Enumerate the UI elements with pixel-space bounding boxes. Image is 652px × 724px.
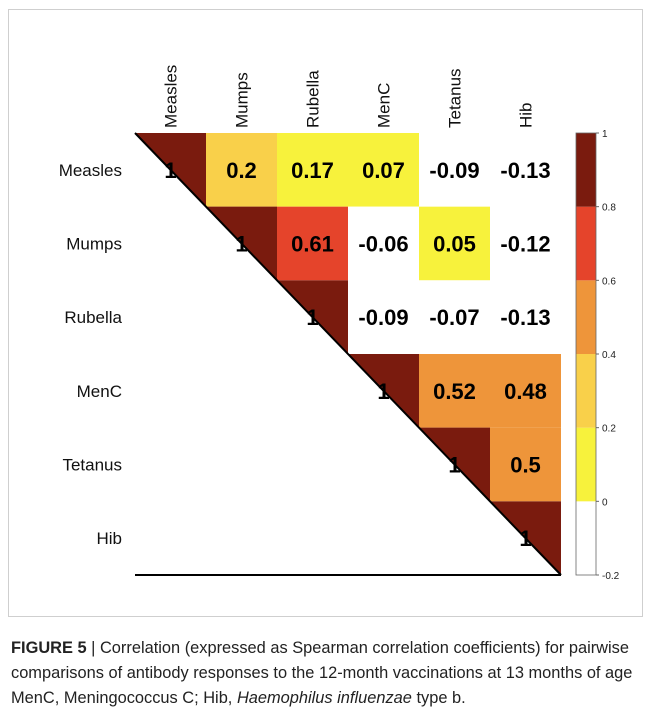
colorbar-tick-label: 0.2 xyxy=(602,424,616,435)
cell-label: 0.2 xyxy=(226,158,257,183)
cell-label: -0.07 xyxy=(429,305,479,330)
row-label: Tetanus xyxy=(62,456,122,475)
cell xyxy=(277,133,348,207)
cell-label: 0.52 xyxy=(433,379,476,404)
cell xyxy=(206,133,277,207)
row-label: Mumps xyxy=(66,235,122,254)
cell-label: -0.09 xyxy=(429,158,479,183)
colorbar-segment xyxy=(576,133,596,207)
cell-label: 0.5 xyxy=(510,453,541,478)
caption-text: | Correlation (expressed as Spearman cor… xyxy=(11,639,633,707)
column-label: Rubella xyxy=(304,70,323,128)
cell-label: -0.13 xyxy=(500,158,550,183)
cell xyxy=(419,280,490,354)
cell-label: 0.07 xyxy=(362,158,405,183)
cell-label: 0.48 xyxy=(504,379,547,404)
diagonal-line xyxy=(134,132,562,576)
colorbar-tick-label: 1 xyxy=(602,129,608,140)
colorbar-segment xyxy=(576,206,596,281)
row-label: Hib xyxy=(96,529,122,548)
colorbar-segment xyxy=(576,427,596,502)
colorbar-tick-label: 0.4 xyxy=(602,350,616,361)
cell-label: -0.12 xyxy=(500,232,550,257)
cell xyxy=(419,133,490,207)
cell-label: -0.09 xyxy=(358,305,408,330)
cell-label: 0.17 xyxy=(291,158,334,183)
colorbar-tick-label: 0.8 xyxy=(602,203,616,214)
colorbar-tick-label: 0.6 xyxy=(602,276,616,287)
cell xyxy=(419,354,490,428)
cell xyxy=(490,133,561,207)
caption-tail: type b. xyxy=(416,689,466,707)
column-label: Tetanus xyxy=(446,68,465,128)
colorbar-segment xyxy=(576,501,596,575)
cell-label: -0.06 xyxy=(358,232,408,257)
column-label: Measles xyxy=(162,65,181,128)
chart: Measles Mumps Rubella MenC Tetanus Hib Measles… xyxy=(59,65,620,582)
row-label: Measles xyxy=(59,161,122,180)
cell-label: -0.13 xyxy=(500,305,550,330)
cell xyxy=(348,206,419,281)
cell-label: 0.61 xyxy=(291,232,334,257)
column-label: Mumps xyxy=(233,72,252,128)
caption-italic: Haemophilus influenzae xyxy=(236,689,412,707)
cell xyxy=(348,133,419,207)
caption-label: FIGURE 5 xyxy=(11,639,87,657)
column-label: MenC xyxy=(375,83,394,128)
caption: FIGURE 5 | Correlation (expressed as Spe… xyxy=(11,636,639,711)
cell xyxy=(419,206,490,281)
figure-frame xyxy=(8,9,643,617)
colorbar-segment xyxy=(576,354,596,428)
colorbar-tick-label: 0 xyxy=(602,497,608,508)
colorbar-segment xyxy=(576,280,596,354)
cell xyxy=(490,280,561,354)
cell xyxy=(490,206,561,281)
cell xyxy=(277,206,348,281)
cell xyxy=(490,427,561,502)
colorbar-tick-label: -0.2 xyxy=(602,571,620,582)
cell xyxy=(490,354,561,428)
cell-label: 0.05 xyxy=(433,232,476,257)
row-label: MenC xyxy=(77,382,122,401)
column-label: Hib xyxy=(517,102,536,128)
row-label: Rubella xyxy=(64,308,122,327)
cell xyxy=(348,280,419,354)
